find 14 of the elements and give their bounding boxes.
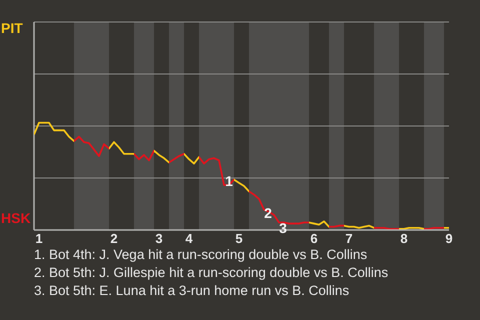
x-tick-label: 2 — [110, 231, 118, 246]
x-tick-label: 7 — [345, 231, 353, 246]
text: 3. Bot 5th: E. Luna hit a 3-run home run vs B. Collins — [34, 282, 350, 300]
text: 1. Bot 4th: J. Vega hit a run-scoring double vs B. Collins — [34, 246, 368, 264]
text: 2. Bot 5th: J. Gillespie hit a run-scoring double vs B. Collins — [34, 264, 388, 282]
x-tick-label: 3 — [155, 231, 163, 246]
x-tick-label: 1 — [35, 231, 43, 246]
x-tick-label: 6 — [310, 231, 318, 246]
x-tick-label: 4 — [185, 231, 194, 246]
text: HSK — [1, 210, 31, 227]
x-tick-label: 9 — [445, 231, 453, 246]
x-tick-label: 8 — [400, 231, 408, 246]
x-tick-label: 5 — [235, 231, 243, 246]
text: PIT — [1, 20, 23, 37]
